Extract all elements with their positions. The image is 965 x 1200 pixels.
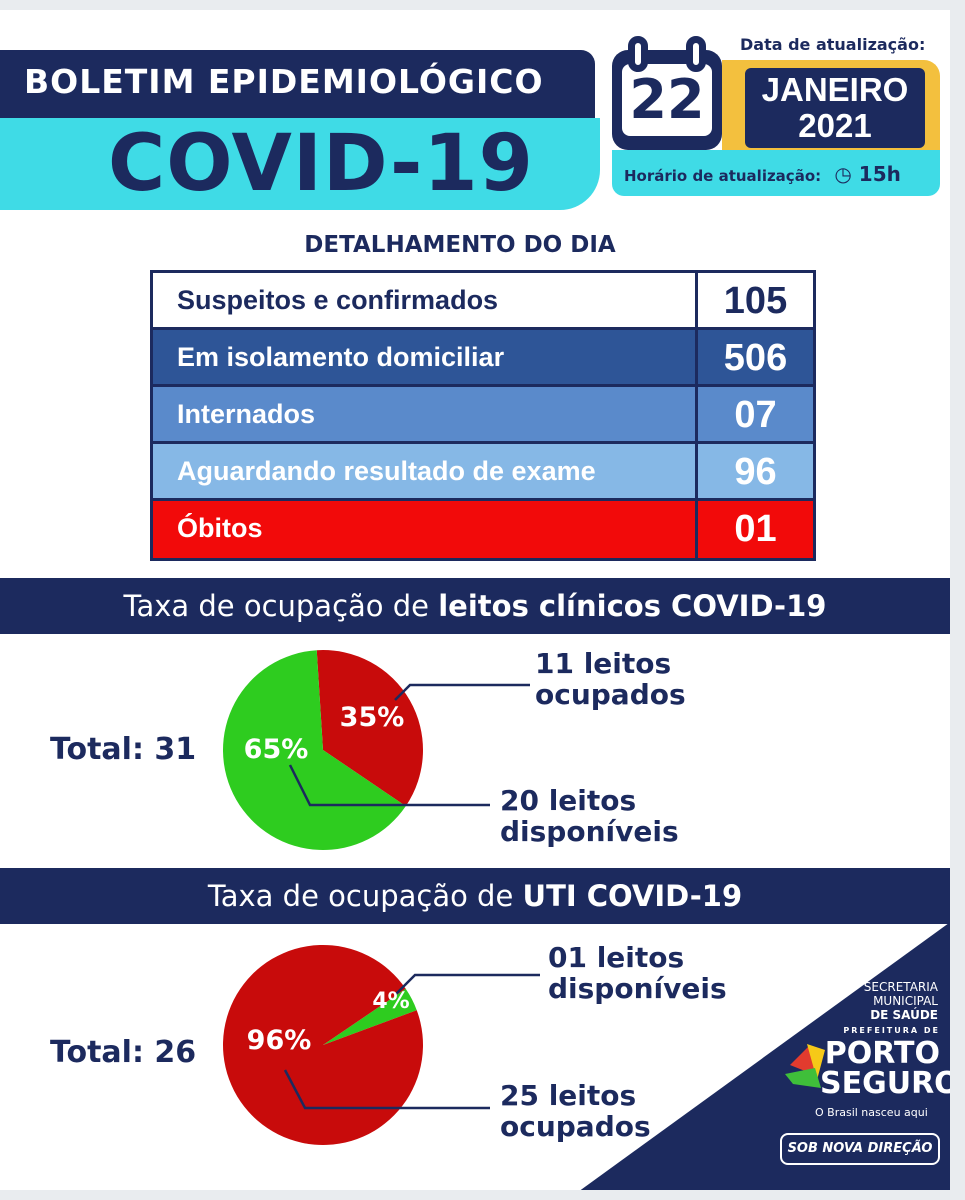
month-year: JANEIRO 2021 <box>745 68 925 148</box>
slogan-badge: SOB NOVA DIREÇÃO <box>780 1133 940 1165</box>
chart1-title-bold: leitos clínicos COVID-19 <box>438 589 827 623</box>
calendar-ring <box>686 36 706 72</box>
chart2-label-available: 01 leitos disponíveis <box>548 941 727 1005</box>
row-value: 105 <box>723 280 788 322</box>
chart1-banner: Taxa de ocupação de leitos clínicos COVI… <box>0 578 950 634</box>
chart2-title-bold: UTI COVID-19 <box>522 879 743 913</box>
leader-line <box>283 1069 490 1110</box>
porto-seguro-logo-icon <box>785 1040 835 1090</box>
day: 22 <box>622 64 712 136</box>
pie-slice-ocupados <box>316 650 423 807</box>
pie-slice-disponíveis <box>323 988 417 1045</box>
chart2-label-occupied: 25 leitos ocupados <box>500 1079 651 1143</box>
row-label: Aguardando resultado de exame <box>153 444 698 498</box>
time-label: Horário de atualização: <box>624 167 822 185</box>
chart2-total: Total: 26 <box>50 1035 197 1070</box>
row-value: 07 <box>734 394 777 436</box>
leader-line <box>288 764 490 807</box>
chart2-pie: 4% 96% <box>223 944 540 1145</box>
pie-percent-label: 65% <box>244 734 309 765</box>
calendar-icon: 22 <box>612 36 722 150</box>
row-label: Suspeitos e confirmados <box>153 273 698 327</box>
table-row: Suspeitos e confirmados 105 <box>153 273 813 330</box>
chart1-pie: 35% 65% <box>222 650 530 851</box>
pie-percent-label: 35% <box>340 702 405 733</box>
row-label: Óbitos <box>153 501 698 558</box>
porto-seguro-wordmark: PORTO SEGURO <box>820 1036 950 1101</box>
bulletin-title: BOLETIM EPIDEMIOLÓGICO <box>0 50 595 118</box>
year: 2021 <box>798 107 872 144</box>
table-row: Aguardando resultado de exame 96 <box>153 444 813 501</box>
details-title: DETALHAMENTO DO DIA <box>304 232 616 258</box>
row-value: 506 <box>723 337 788 379</box>
date-label: Data de atualização: <box>740 35 926 54</box>
secretaria-text: SECRETARIA MUNICIPAL DE SAÚDE <box>863 980 938 1022</box>
tagline: O Brasil nasceu aqui <box>815 1106 928 1119</box>
row-label: Internados <box>153 387 698 441</box>
chart1-label-available: 20 leitos disponíveis <box>500 784 679 848</box>
covid-title: COVID-19 <box>0 118 600 210</box>
row-label: Em isolamento domiciliar <box>153 330 698 384</box>
leader-line <box>394 973 540 996</box>
month: JANEIRO <box>761 71 909 108</box>
table-row: Óbitos 01 <box>153 501 813 558</box>
chart2-title-prefix: Taxa de ocupação de <box>207 879 523 913</box>
chart1-title-prefix: Taxa de ocupação de <box>123 589 439 623</box>
table-row: Em isolamento domiciliar 506 <box>153 330 813 387</box>
time: 15h <box>858 162 901 186</box>
row-value: 01 <box>734 508 777 550</box>
bulletin: BOLETIM EPIDEMIOLÓGICO COVID-19 Data de … <box>0 10 950 1190</box>
chart1-total: Total: 31 <box>50 732 197 767</box>
clock-icon: ◷ <box>834 162 852 186</box>
row-value: 96 <box>734 451 777 493</box>
pie-slice-ocupados <box>223 944 423 1145</box>
pie-percent-label: 96% <box>247 1025 312 1056</box>
time-strip: Horário de atualização: ◷ 15h <box>612 150 940 196</box>
prefeitura-text: PREFEITURA DE <box>843 1026 940 1035</box>
calendar-ring <box>628 36 648 72</box>
pie-percent-label: 4% <box>372 989 409 1014</box>
pie-slice-disponíveis <box>222 650 406 851</box>
table-row: Internados 07 <box>153 387 813 444</box>
leader-line <box>394 683 530 701</box>
chart1-label-occupied: 11 leitos ocupados <box>535 647 686 711</box>
chart2-banner: Taxa de ocupação de UTI COVID-19 <box>0 868 950 924</box>
details-table: Suspeitos e confirmados 105 Em isolamento … <box>150 270 816 561</box>
